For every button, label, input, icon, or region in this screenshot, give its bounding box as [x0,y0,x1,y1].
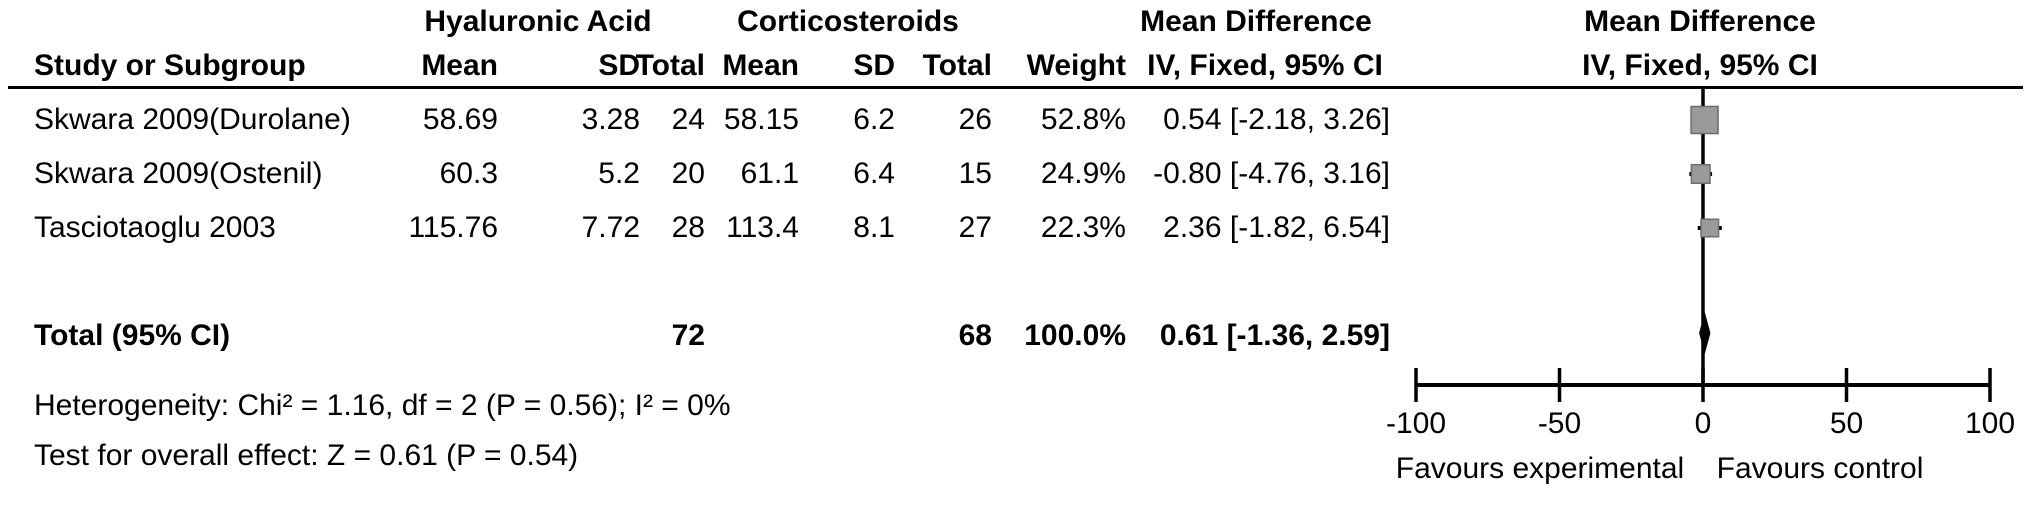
study-square [1690,105,1719,135]
sd-exp: 7.72 [581,211,640,244]
study-label: Skwara 2009(Durolane) [34,103,351,136]
effect-ci-text: 2.36 [-1.82, 6.54] [1163,211,1390,244]
total-row: Total (95% CI) 72 68 100.0% 0.61 [-1.36,… [0,316,2031,356]
col-header-weight: Weight [1026,49,1126,82]
weight: 24.9% [1040,157,1126,190]
col-header-mean-exp: Mean [421,49,498,82]
experimental-group-header: Hyaluronic Acid [424,5,652,38]
col-header-total-exp: Total [635,49,705,82]
pooled-effect-ci-text: 0.61 [-1.36, 2.59] [1159,319,1390,352]
col-header-sd-exp: SD [598,49,640,82]
sd-ctrl: 6.4 [853,157,895,190]
weight: 52.8% [1040,103,1126,136]
favours-control-label: Favours control [1717,452,1924,485]
heterogeneity-row: Heterogeneity: Chi² = 1.16, df = 2 (P = … [0,386,2031,426]
total-ctrl: 26 [958,103,992,136]
axis-tick-label: 100 [1965,407,2015,440]
effect-ci-text: 0.54 [-2.18, 3.26] [1163,103,1390,136]
favours-experimental-label: Favours experimental [1396,452,1684,485]
group-header-row: Hyaluronic Acid Corticosteroids Mean Dif… [0,2,2031,42]
axis-tick-label: -50 [1538,407,1581,440]
total-exp-sum: 72 [671,319,705,352]
sd-ctrl: 6.2 [853,103,895,136]
axis-tick-label: 50 [1830,407,1863,440]
total-label: Total (95% CI) [34,319,231,352]
study-label: Tasciotaoglu 2003 [34,211,276,244]
study-square [1700,218,1720,238]
study-row: Skwara 2009(Ostenil) 60.3 5.2 20 61.1 6.… [0,154,2031,194]
mean-ctrl: 61.1 [740,157,799,190]
col-header-method-plot: IV, Fixed, 95% CI [1582,49,1818,82]
overall-effect-row: Test for overall effect: Z = 0.61 (P = 0… [0,436,2031,476]
total-ctrl: 15 [958,157,992,190]
sd-exp: 5.2 [598,157,640,190]
mean-ctrl: 113.4 [726,211,799,244]
pooled-diamond [1699,312,1711,354]
overall-effect-text: Test for overall effect: Z = 0.61 (P = 0… [34,439,579,472]
study-label: Skwara 2009(Ostenil) [34,157,323,190]
sd-ctrl: 8.1 [853,211,895,244]
axis-tick-label: -100 [1386,407,1446,440]
axis-tick-label: 0 [1695,407,1712,440]
mean-exp: 115.76 [408,211,498,244]
study-square [1690,163,1711,185]
study-row: Tasciotaoglu 2003 115.76 7.72 28 113.4 8… [0,208,2031,248]
total-weight: 100.0% [1024,319,1126,352]
col-header-sd-ctrl: SD [853,49,895,82]
total-exp: 20 [671,157,705,190]
mean-difference-header-table: Mean Difference [1140,5,1372,38]
col-header-study: Study or Subgroup [34,49,306,82]
effect-ci-text: -0.80 [-4.76, 3.16] [1153,157,1390,190]
total-ctrl: 27 [958,211,992,244]
total-ctrl-sum: 68 [958,319,992,352]
weight: 22.3% [1040,211,1126,244]
header-rule [8,86,2023,89]
col-header-method-table: IV, Fixed, 95% CI [1147,49,1383,82]
control-group-header: Corticosteroids [737,5,959,38]
study-row: Skwara 2009(Durolane) 58.69 3.28 24 58.1… [0,100,2031,140]
sd-exp: 3.28 [581,103,640,136]
total-exp: 24 [671,103,705,136]
mean-difference-header-plot: Mean Difference [1584,5,1816,38]
total-exp: 28 [671,211,705,244]
mean-ctrl: 58.15 [723,103,799,136]
heterogeneity-text: Heterogeneity: Chi² = 1.16, df = 2 (P = … [34,389,731,422]
mean-exp: 60.3 [439,157,498,190]
col-header-mean-ctrl: Mean [722,49,799,82]
col-header-total-ctrl: Total [922,49,992,82]
column-header-row: Study or Subgroup Mean SD Total Mean SD … [0,46,2031,86]
mean-exp: 58.69 [422,103,498,136]
